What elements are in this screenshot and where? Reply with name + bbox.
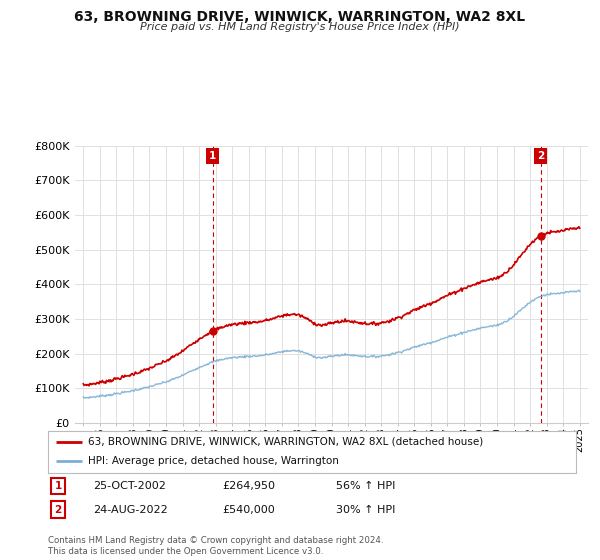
Text: Contains HM Land Registry data © Crown copyright and database right 2024.
This d: Contains HM Land Registry data © Crown c… <box>48 536 383 556</box>
Text: 25-OCT-2002: 25-OCT-2002 <box>93 481 166 491</box>
Text: 63, BROWNING DRIVE, WINWICK, WARRINGTON, WA2 8XL: 63, BROWNING DRIVE, WINWICK, WARRINGTON,… <box>74 10 526 24</box>
Text: 63, BROWNING DRIVE, WINWICK, WARRINGTON, WA2 8XL (detached house): 63, BROWNING DRIVE, WINWICK, WARRINGTON,… <box>88 437 483 447</box>
Text: 30% ↑ HPI: 30% ↑ HPI <box>336 505 395 515</box>
Text: Price paid vs. HM Land Registry's House Price Index (HPI): Price paid vs. HM Land Registry's House … <box>140 22 460 32</box>
Text: 2: 2 <box>55 505 62 515</box>
Text: £264,950: £264,950 <box>222 481 275 491</box>
Text: HPI: Average price, detached house, Warrington: HPI: Average price, detached house, Warr… <box>88 456 338 466</box>
Text: 24-AUG-2022: 24-AUG-2022 <box>93 505 168 515</box>
Text: 2: 2 <box>537 151 544 161</box>
Text: 56% ↑ HPI: 56% ↑ HPI <box>336 481 395 491</box>
Text: £540,000: £540,000 <box>222 505 275 515</box>
Text: 1: 1 <box>55 481 62 491</box>
Text: 1: 1 <box>209 151 217 161</box>
